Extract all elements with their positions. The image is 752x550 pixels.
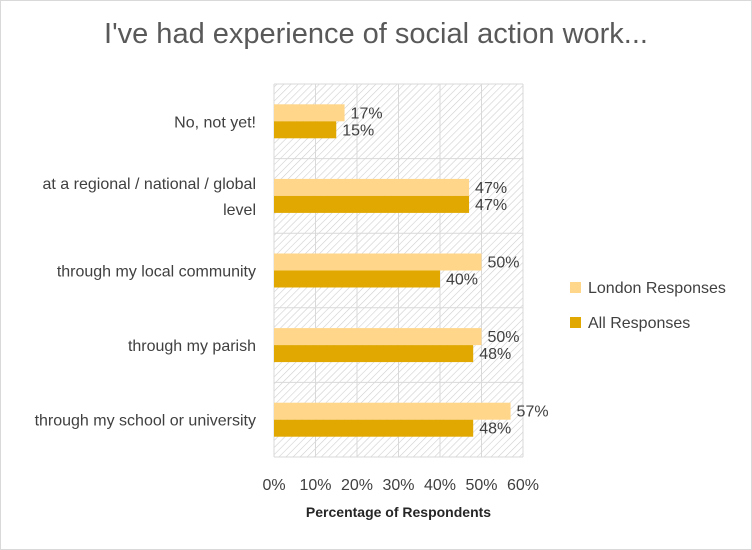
category-label: through my school or university <box>35 413 256 430</box>
category-label: No, not yet! <box>174 114 256 131</box>
x-tick-label: 50% <box>465 477 497 494</box>
data-label: 47% <box>475 180 507 197</box>
data-label: 47% <box>475 197 507 214</box>
x-tick-label: 0% <box>262 477 285 494</box>
category-label: through my parish <box>128 338 256 355</box>
data-label: 48% <box>479 421 511 438</box>
data-label: 17% <box>351 105 383 122</box>
category-label: through my local community <box>57 264 256 281</box>
data-label: 50% <box>488 255 520 272</box>
legend-label: London Responses <box>588 280 726 297</box>
bar <box>274 121 337 139</box>
data-label: 15% <box>342 122 374 139</box>
legend-label: All Responses <box>588 315 690 332</box>
category-label: level <box>223 202 256 219</box>
bar <box>274 178 470 196</box>
x-tick-label: 40% <box>424 477 456 494</box>
bar <box>274 270 440 288</box>
legend-swatch <box>570 317 581 328</box>
bar <box>274 195 470 213</box>
bar <box>274 328 482 346</box>
x-tick-label: 20% <box>341 477 373 494</box>
data-label: 40% <box>446 272 478 289</box>
bar <box>274 345 474 363</box>
x-tick-label: 60% <box>507 477 539 494</box>
data-label: 48% <box>479 346 511 363</box>
x-tick-label: 30% <box>382 477 414 494</box>
bar <box>274 104 345 122</box>
x-axis-title: Percentage of Respondents <box>306 504 491 520</box>
chart-title: I've had experience of social action wor… <box>104 18 648 50</box>
data-label: 57% <box>517 404 549 421</box>
bar <box>274 402 511 420</box>
legend-swatch <box>570 282 581 293</box>
bar <box>274 253 482 271</box>
x-tick-label: 10% <box>299 477 331 494</box>
bar <box>274 419 474 437</box>
category-label: at a regional / national / global <box>43 176 256 193</box>
data-label: 50% <box>488 329 520 346</box>
